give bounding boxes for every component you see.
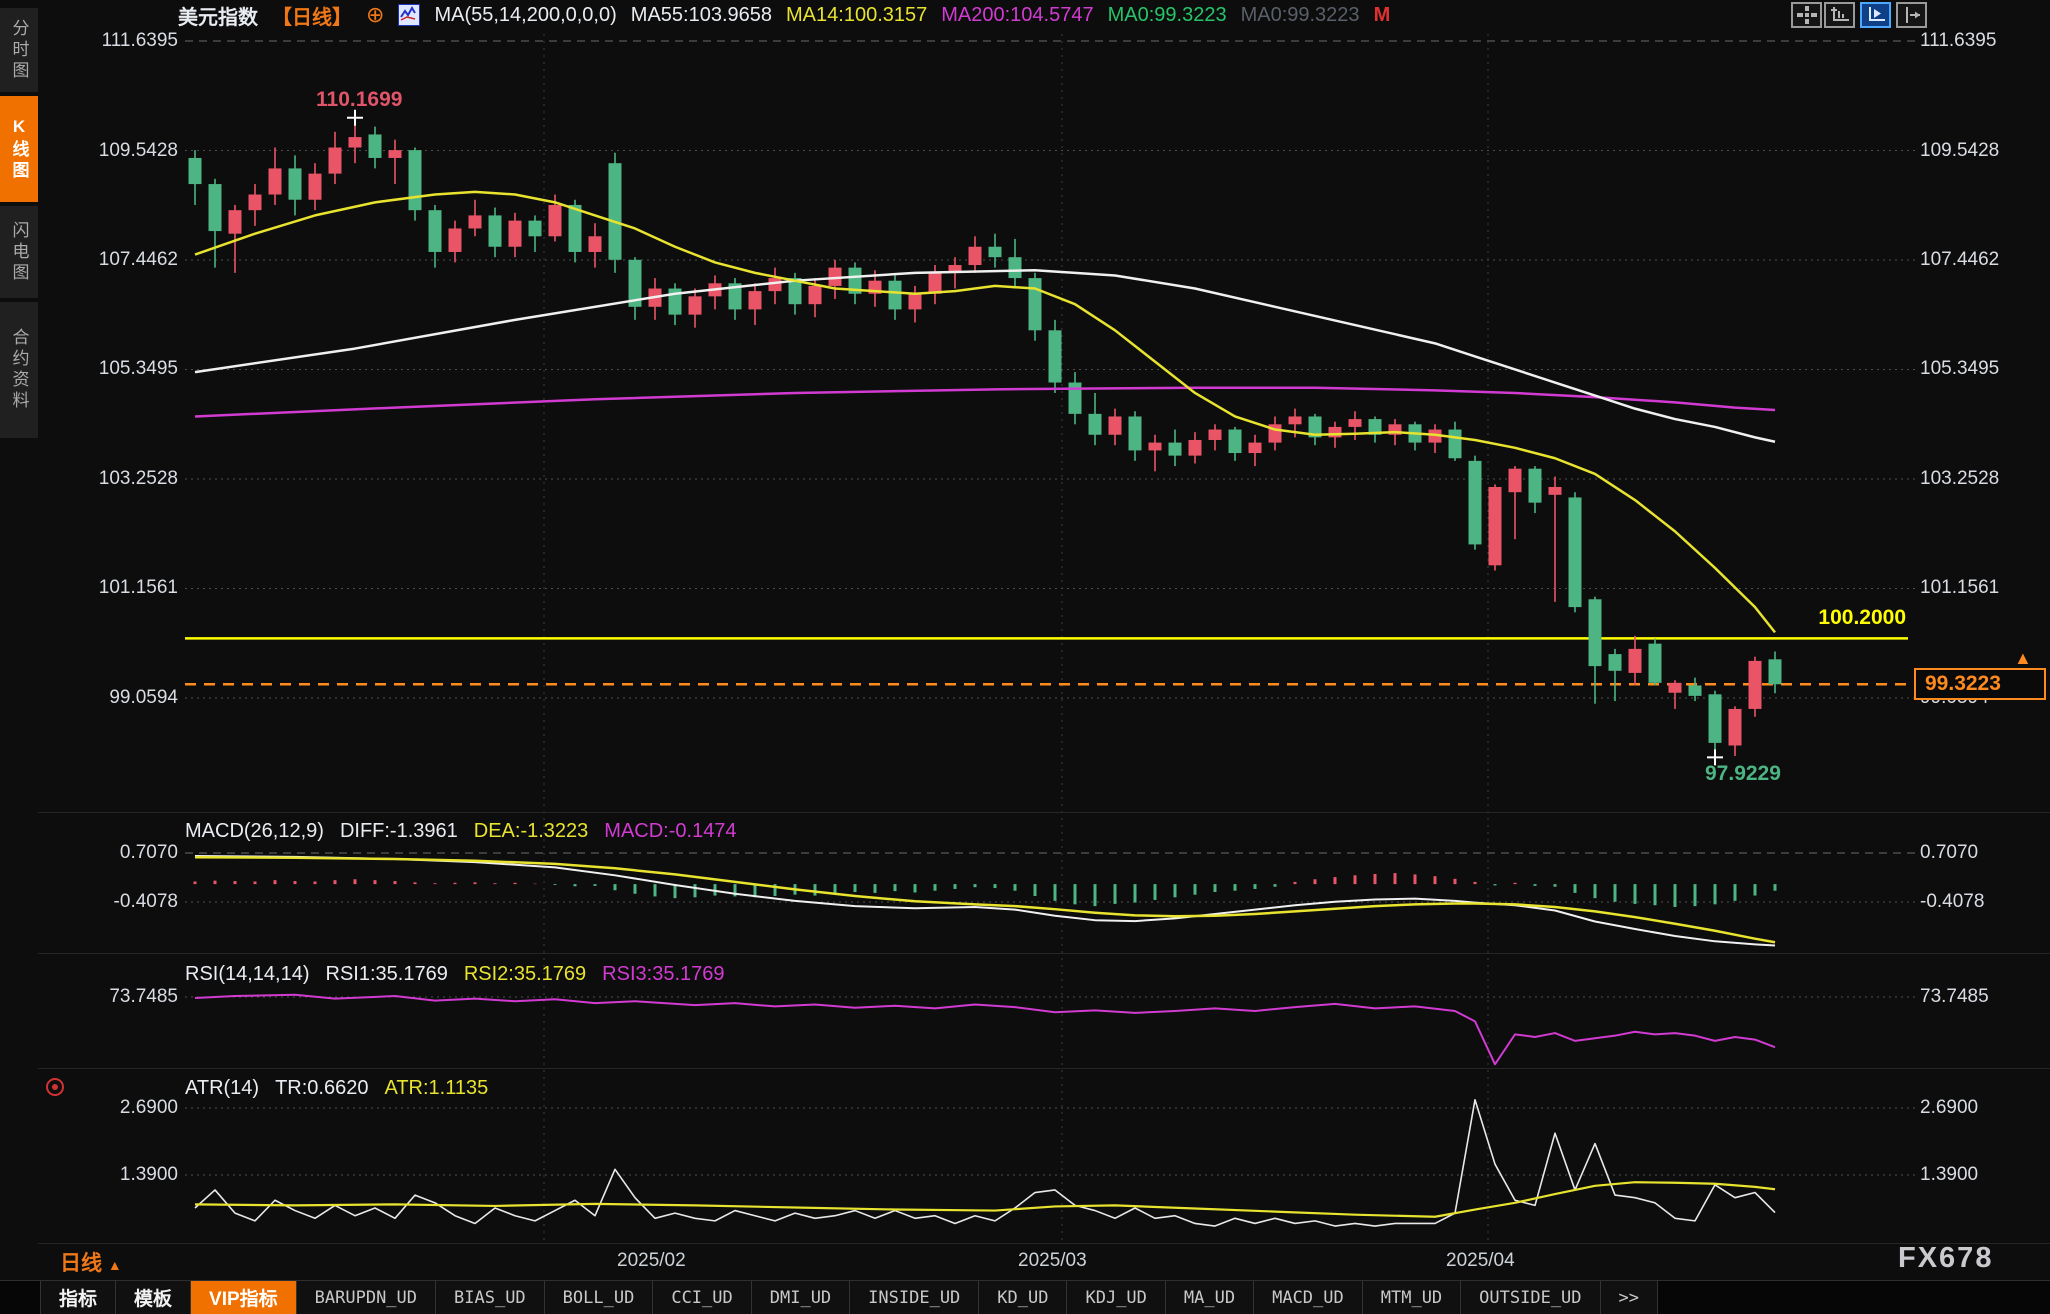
- rsi-axis-label: 73.7485: [1920, 986, 1989, 1007]
- axis-shift-button[interactable]: [1896, 2, 1927, 28]
- macd-dea-value: DEA:-1.3223: [473, 820, 589, 842]
- tab-kd_ud[interactable]: KD_UD: [979, 1281, 1068, 1314]
- axis-play-button[interactable]: [1860, 2, 1891, 28]
- price-axis-label: 99.0594: [109, 687, 178, 708]
- axis-play-icon: [1868, 7, 1885, 21]
- ma200-value: MA200:104.5747: [941, 3, 1094, 26]
- tab-inside_ud[interactable]: INSIDE_UD: [850, 1281, 980, 1314]
- tab-outside_ud[interactable]: OUTSIDE_UD: [1461, 1281, 1601, 1314]
- price-axis-label: 109.5428: [1920, 139, 2000, 161]
- tab-boll_ud[interactable]: BOLL_UD: [544, 1281, 654, 1314]
- ma55-value: MA55:103.9658: [630, 3, 773, 26]
- atr-title: ATR(14): [185, 1077, 260, 1099]
- mini-chart-icon: [398, 4, 421, 26]
- price-axis-label: 103.2528: [1920, 467, 2000, 489]
- price-axis-label: 101.1561: [1920, 577, 2000, 599]
- tab-dmi_ud[interactable]: DMI_UD: [751, 1281, 851, 1314]
- macd-panel-header: MACD(26,12,9) DIFF:-1.3961 DEA:-1.3223 M…: [185, 820, 737, 843]
- move-crosshair-button[interactable]: [1791, 2, 1822, 28]
- axis-scale-icon: [1830, 7, 1849, 21]
- macd-axis-label: -0.4078: [113, 891, 178, 913]
- tab-mtm_ud[interactable]: MTM_UD: [1362, 1281, 1462, 1314]
- period-tag[interactable]: 【日线】: [272, 6, 352, 29]
- macd-axis-label: -0.4078: [1920, 891, 1985, 913]
- indicator-tabbar: 指标 模板 VIP指标 BARUPDN_UD BIAS_UD BOLL_UD CCI_UD D…: [0, 1280, 2050, 1314]
- tab-barupdn_ud[interactable]: BARUPDN_UD: [296, 1281, 437, 1314]
- chart-header: 美元指数 【日线】 ⊕ MA(55,14,200,0,0,0) MA55:103…: [178, 0, 1390, 30]
- price-axis-label: 107.4462: [1920, 248, 2000, 270]
- tab--[interactable]: >>: [1600, 1281, 1659, 1314]
- peak-price-label: 110.1699: [316, 88, 403, 111]
- rsi2-value: RSI2:35.1769: [463, 963, 587, 985]
- price-up-arrow-icon: ▲: [2014, 648, 2032, 668]
- atr-axis-label: 1.3900: [1920, 1164, 1979, 1185]
- atr-axis-label: 2.6900: [1920, 1097, 1979, 1118]
- period-label: 日线: [60, 1252, 102, 1275]
- move-crosshair-icon: [1796, 6, 1817, 24]
- rsi3-value: RSI3:35.1769: [602, 963, 725, 985]
- axis-shift-icon: [1905, 7, 1920, 23]
- atr-panel-header: ATR(14) TR:0.6620 ATR:1.1135: [185, 1077, 488, 1100]
- price-axis-label: 107.4462: [98, 248, 178, 270]
- price-axis-label: 101.1561: [98, 577, 178, 599]
- atr-value: ATR:1.1135: [384, 1077, 489, 1099]
- ma0-current-value: MA0:99.3223: [1107, 3, 1227, 26]
- macd-title: MACD(26,12,9): [185, 820, 324, 842]
- price-axis-label: 105.3495: [1920, 358, 2000, 380]
- period-selector[interactable]: 日线 ▲: [60, 1247, 122, 1277]
- record-dot-icon: [46, 1078, 64, 1096]
- panel-separator: [38, 1243, 2050, 1244]
- circle-plus-icon[interactable]: ⊕: [366, 2, 385, 27]
- macd-diff-value: DIFF:-1.3961: [339, 820, 458, 842]
- tab--[interactable]: 模板: [116, 1281, 192, 1314]
- chevron-up-icon: ▲: [107, 1257, 122, 1273]
- tab-kdj_ud[interactable]: KDJ_UD: [1067, 1281, 1166, 1314]
- support-price-label: 100.2000: [1818, 606, 1906, 629]
- macd-axis-label: 0.7070: [1920, 842, 1979, 863]
- tab--[interactable]: 指标: [40, 1281, 117, 1314]
- panel-separator: [38, 1068, 2050, 1069]
- brand-logo: FX678: [1898, 1242, 1994, 1274]
- macd-value: MACD:-0.1474: [604, 820, 737, 842]
- tab-bias_ud[interactable]: BIAS_UD: [436, 1281, 545, 1314]
- rsi-title: RSI(14,14,14): [185, 963, 310, 985]
- price-axis-label: 111.6395: [1920, 30, 1997, 51]
- sidebar-item-2[interactable]: 闪电图: [0, 206, 38, 298]
- atr-axis-label: 2.6900: [119, 1097, 178, 1118]
- tab-macd_ud[interactable]: MACD_UD: [1254, 1281, 1363, 1314]
- ma14-value: MA14:100.3157: [786, 3, 928, 26]
- low-price-label: 97.9229: [1705, 762, 1781, 785]
- sidebar-item-0[interactable]: 分时图: [0, 8, 38, 92]
- current-price-box: 99.3223: [1914, 668, 2046, 700]
- macd-axis-label: 0.7070: [119, 842, 178, 863]
- atr-axis-label: 1.3900: [119, 1164, 178, 1185]
- sidebar-item-3[interactable]: 合约资料: [0, 302, 38, 438]
- xaxis-label-feb: 2025/02: [617, 1250, 686, 1271]
- axis-scale-button[interactable]: [1824, 2, 1855, 28]
- ma0-prev-value: MA0:99.3223: [1240, 3, 1360, 26]
- flag-m-label: M: [1373, 3, 1391, 26]
- xaxis-label-mar: 2025/03: [1018, 1250, 1087, 1271]
- sidebar-item-1[interactable]: K线图: [0, 96, 38, 202]
- price-axis-label: 111.6395: [101, 30, 178, 51]
- price-axis-label: 103.2528: [98, 467, 178, 489]
- rsi1-value: RSI1:35.1769: [325, 963, 448, 985]
- rsi-panel-header: RSI(14,14,14) RSI1:35.1769 RSI2:35.1769 …: [185, 963, 725, 986]
- symbol-title: 美元指数: [178, 6, 258, 29]
- xaxis-label-apr: 2025/04: [1446, 1250, 1515, 1271]
- price-axis-label: 105.3495: [98, 358, 178, 380]
- atr-tr-value: TR:0.6620: [275, 1077, 369, 1099]
- panel-separator: [38, 812, 2050, 813]
- current-price-value: 99.3223: [1925, 672, 2001, 695]
- price-axis-label: 109.5428: [98, 139, 178, 161]
- tab-ma_ud[interactable]: MA_UD: [1165, 1281, 1255, 1314]
- rsi-axis-label: 73.7485: [109, 986, 178, 1007]
- tab-cci_ud[interactable]: CCI_UD: [653, 1281, 752, 1314]
- panel-separator: [38, 953, 2050, 954]
- tab-vip-[interactable]: VIP指标: [191, 1281, 297, 1314]
- ma-settings-label: MA(55,14,200,0,0,0): [434, 3, 617, 26]
